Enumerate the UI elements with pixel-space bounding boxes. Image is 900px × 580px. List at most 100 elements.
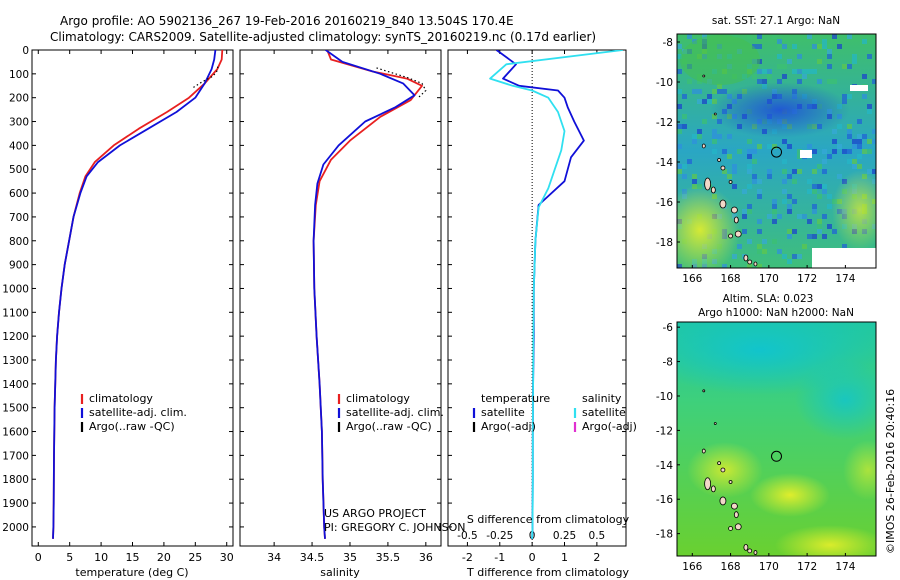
lon-tick-label: 174 — [835, 273, 855, 285]
series-line-2 — [376, 67, 427, 99]
legend-label: satellite-adj. clim. — [89, 406, 187, 419]
island — [731, 502, 738, 510]
island — [701, 448, 706, 454]
lat-tick-label: -12 — [656, 117, 673, 129]
sla-map-frame — [676, 321, 877, 557]
salinity-x-label: salinity — [320, 566, 360, 579]
lon-tick-label: 166 — [682, 273, 702, 285]
island — [717, 158, 721, 162]
island — [733, 216, 739, 224]
depth-tick-label: 800 — [9, 236, 29, 248]
x-tick-label: 34.5 — [300, 551, 325, 564]
x-tick-label: 10 — [94, 551, 108, 564]
island — [720, 467, 726, 473]
lon-tick-label: 168 — [721, 273, 741, 285]
lat-tick-label: -6 — [663, 322, 674, 334]
island — [733, 511, 739, 519]
depth-tick-label: 1200 — [2, 331, 29, 343]
island — [701, 143, 706, 149]
island — [710, 186, 716, 194]
island — [713, 112, 717, 116]
salinity-plot-frame — [239, 49, 442, 547]
lat-tick-label: -18 — [656, 529, 673, 541]
island — [743, 543, 749, 551]
depth-tick-label: 900 — [9, 260, 29, 272]
x-tick-label: 25 — [188, 551, 202, 564]
x-tick-label: 34 — [267, 551, 281, 564]
legend-label: Argo(-adj) — [582, 420, 637, 433]
temperature-lines — [52, 50, 224, 539]
legend-label: Argo(..raw -QC) — [346, 420, 432, 433]
s-diff-tick-label: -0.5 — [457, 530, 478, 542]
x-tick-label: 36 — [419, 551, 433, 564]
island — [710, 485, 716, 493]
depth-tick-label: 1100 — [2, 307, 29, 319]
sla-map-title: Altim. SLA: 0.023 — [723, 293, 814, 305]
island — [731, 206, 738, 214]
series-line-1 — [312, 50, 416, 539]
project-credit: US ARGO PROJECT — [324, 507, 426, 520]
lat-tick-label: -12 — [656, 425, 673, 437]
temperature-panel: 0100200300400500600700800900100011001200… — [2, 45, 233, 579]
island — [747, 548, 753, 554]
depth-tick-label: 1800 — [2, 474, 29, 486]
lat-tick-label: -14 — [656, 460, 673, 472]
legend-label: Argo(..raw -QC) — [89, 420, 175, 433]
sla-map-axes: 166 168 170 172 174 -6 -8 -10 -12 -14 -16 -18 — [656, 322, 856, 573]
sla-map-subtitle: Argo h1000: NaN h2000: NaN — [698, 307, 854, 319]
argo-float-marker — [771, 146, 782, 158]
lat-tick-label: -14 — [656, 157, 673, 169]
depth-tick-label: 300 — [9, 117, 29, 129]
series-line-0 — [312, 50, 423, 539]
argo-float-marker-sla — [771, 450, 782, 462]
temperature-x-label: temperature (deg C) — [75, 566, 188, 579]
x-tick-label: 35 — [343, 551, 357, 564]
island — [713, 422, 717, 425]
lat-tick-label: -16 — [656, 197, 673, 209]
island — [702, 74, 706, 78]
lat-tick-label: -8 — [663, 37, 673, 49]
lat-tick-label: -8 — [663, 357, 673, 369]
depth-tick-label: 1000 — [2, 283, 29, 295]
sst-map-axes: 166 168 170 172 174 -8 -10 -12 -14 -16 -18 — [656, 37, 856, 285]
imos-timestamp: ©IMOS 26-Feb-2016 20:40:16 — [884, 389, 897, 554]
t-difference-label: T difference from climatology — [466, 566, 629, 579]
depth-tick-label: 1600 — [2, 427, 29, 439]
depth-tick-label: 1400 — [2, 379, 29, 391]
depth-tick-label: 1700 — [2, 450, 29, 462]
lon-tick-label: 170 — [759, 561, 779, 573]
sst-map-frame — [676, 33, 877, 269]
lon-tick-label: 172 — [797, 561, 817, 573]
depth-axis: 0 100 200 300 400 500 600 700 800 900 1000 1100 1200… — [2, 45, 233, 534]
island — [734, 230, 742, 238]
s-diff-tick-label: -0.25 — [486, 530, 513, 542]
x-tick-label: 35.5 — [376, 551, 401, 564]
legend-label: Argo(-adj) — [481, 420, 536, 433]
series-line-0 — [52, 50, 224, 539]
depth-tick-label: 1300 — [2, 355, 29, 367]
sst-field — [677, 34, 876, 268]
depth-tick-label: 400 — [9, 140, 29, 152]
island — [717, 461, 721, 465]
island — [753, 550, 758, 555]
island — [743, 254, 749, 262]
island — [728, 480, 733, 484]
depth-tick-label: 200 — [9, 93, 29, 105]
depth-tick-label: 0 — [22, 45, 29, 57]
island — [704, 477, 712, 491]
island — [719, 496, 727, 506]
island — [747, 259, 753, 265]
salinity-lines — [312, 50, 427, 539]
legend-label: satellite — [481, 406, 525, 419]
x-tick-label: 0 — [529, 551, 536, 564]
lon-tick-label: 172 — [797, 273, 817, 285]
island — [720, 165, 726, 171]
x-tick-label: 1 — [561, 551, 568, 564]
s-diff-tick-label: 0.5 — [589, 530, 606, 542]
figure-title-line2: Climatology: CARS2009. Satellite-adjuste… — [50, 30, 596, 44]
island — [704, 177, 712, 191]
island — [728, 233, 733, 239]
